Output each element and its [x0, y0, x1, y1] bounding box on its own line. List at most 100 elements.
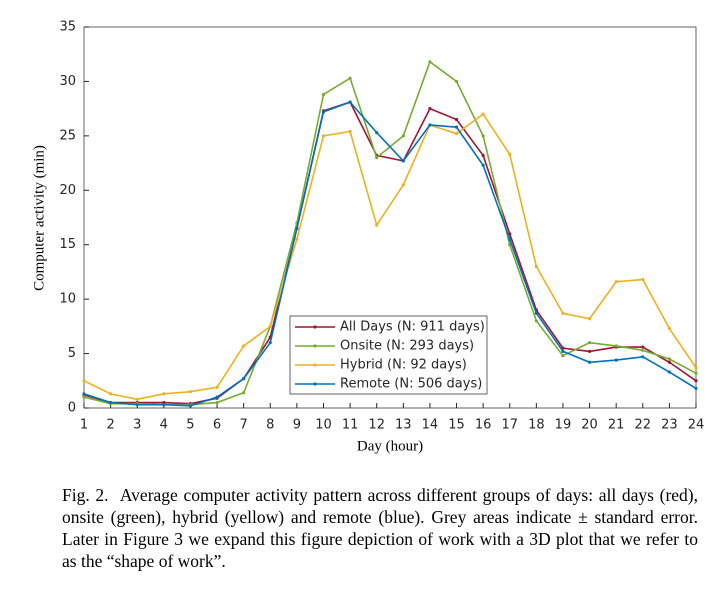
point	[481, 112, 485, 116]
series-line	[83, 101, 697, 405]
y-tick-label: 25	[59, 128, 76, 143]
x-tick-label: 20	[581, 418, 598, 433]
point	[295, 237, 299, 241]
point	[268, 341, 272, 345]
point	[375, 223, 379, 227]
point	[162, 392, 166, 396]
point	[188, 404, 193, 408]
legend-marker	[313, 325, 317, 329]
point	[428, 123, 432, 127]
point	[82, 392, 86, 396]
legend-label: Hybrid (N: 92 days)	[340, 358, 467, 373]
x-tick-label: 21	[608, 418, 625, 433]
point	[587, 349, 592, 353]
caption-text: Average computer activity pattern across…	[62, 485, 698, 571]
point	[667, 370, 671, 374]
point	[694, 366, 698, 370]
point	[401, 134, 405, 138]
caption-label: Fig. 2.	[62, 485, 109, 505]
point	[667, 326, 671, 331]
y-axis-label: Computer activity (min)	[31, 145, 47, 291]
point	[454, 117, 459, 122]
caption: Fig. 2. Average computer activity patter…	[62, 484, 698, 572]
x-tick-label: 1	[80, 418, 88, 433]
point	[481, 153, 485, 158]
point	[268, 324, 272, 328]
series-line	[83, 112, 697, 401]
x-tick-label: 16	[475, 418, 492, 433]
point	[348, 129, 352, 134]
y-tick-label: 5	[68, 346, 76, 361]
legend-box	[289, 315, 488, 395]
point	[587, 360, 592, 364]
x-tick-label: 5	[186, 418, 194, 433]
point	[215, 395, 219, 399]
x-tick-label: 8	[266, 418, 274, 433]
point	[188, 390, 193, 394]
y-tick-label: 0	[68, 401, 76, 416]
x-tick-label: 14	[422, 418, 439, 433]
x-tick-label: 22	[635, 418, 652, 433]
x-tick-label: 24	[688, 418, 705, 433]
y-tick-label: 10	[59, 292, 76, 307]
point	[428, 107, 432, 111]
point	[667, 357, 671, 361]
y-tick-label: 15	[59, 237, 76, 252]
x-tick-label: 4	[160, 418, 168, 433]
x-tick-label: 13	[395, 418, 412, 433]
point	[82, 395, 86, 399]
x-tick-label: 12	[368, 418, 385, 433]
point	[321, 134, 326, 138]
point	[454, 79, 459, 84]
point	[561, 311, 565, 315]
point	[428, 60, 432, 64]
x-tick-label: 11	[342, 418, 359, 433]
legend-marker	[313, 382, 317, 386]
x-tick-label: 23	[661, 418, 678, 433]
point	[508, 237, 512, 241]
x-tick-label: 7	[240, 418, 248, 433]
y-tick-label: 20	[59, 183, 76, 198]
x-tick-label: 19	[555, 418, 572, 433]
legend-marker	[313, 344, 317, 348]
point	[321, 92, 326, 97]
point	[481, 134, 485, 138]
x-tick-label: 15	[448, 418, 465, 433]
point	[295, 226, 299, 230]
point	[534, 264, 538, 269]
point	[82, 379, 86, 383]
point	[508, 232, 512, 236]
point	[587, 317, 592, 321]
x-tick-label: 17	[501, 418, 518, 433]
chart: Day (hour) Computer activity (min) 0 5 10 1…	[31, 20, 705, 455]
point	[508, 152, 512, 156]
point	[215, 385, 219, 389]
point	[242, 391, 246, 395]
point	[667, 360, 671, 364]
point	[614, 280, 618, 284]
x-tick-label: 6	[213, 418, 221, 433]
point	[109, 392, 113, 396]
point	[561, 354, 565, 358]
x-tick-label: 9	[293, 418, 301, 433]
legend-label: Remote (N: 506 days)	[340, 377, 482, 392]
point	[694, 379, 698, 383]
x-tick-label: 2	[106, 418, 114, 433]
point	[614, 344, 618, 348]
point	[614, 358, 618, 362]
legend-label: Onsite (N: 293 days)	[340, 339, 474, 354]
point	[561, 349, 565, 353]
point	[641, 348, 645, 352]
point	[401, 183, 405, 187]
x-tick-label: 3	[133, 418, 141, 433]
series-line	[83, 101, 697, 407]
point	[401, 159, 405, 163]
point	[348, 100, 352, 104]
x-tick-label: 18	[528, 418, 545, 433]
y-tick-label: 35	[59, 20, 76, 35]
point	[641, 277, 645, 282]
point	[135, 397, 139, 401]
point	[348, 76, 352, 80]
point	[534, 311, 538, 315]
